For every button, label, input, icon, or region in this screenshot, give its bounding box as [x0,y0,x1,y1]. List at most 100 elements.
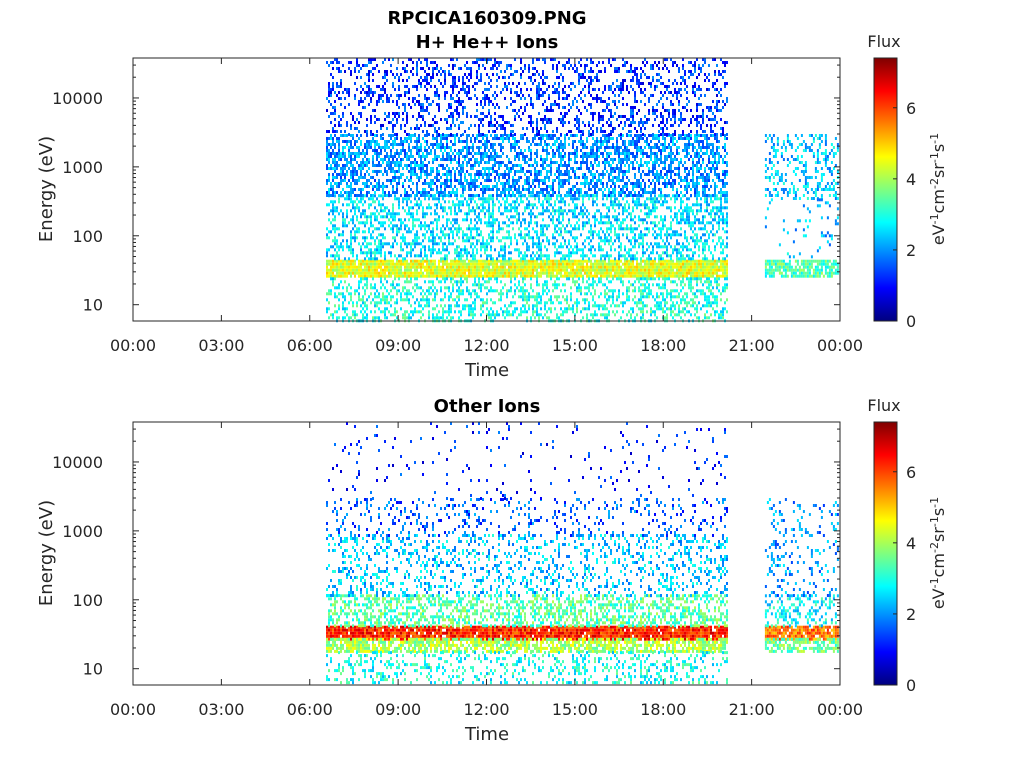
spectrogram [326,58,839,323]
flux-cell [444,268,446,272]
flux-cell [332,227,334,231]
flux-cell [454,239,456,243]
flux-cell [552,268,554,272]
flux-cell [616,221,618,225]
flux-cell [334,158,336,161]
flux-cell [416,271,418,275]
flux-cell [644,212,646,216]
flux-cell [428,239,430,243]
flux-cell [560,307,562,311]
flux-cell [370,176,372,179]
flux-cell [814,271,817,275]
flux-cell [698,218,700,222]
flux-cell [370,203,372,207]
flux-cell [332,194,334,197]
flux-cell [568,209,570,213]
flux-cell [604,271,606,275]
flux-cell [420,265,422,269]
flux-cell [632,262,634,266]
flux-cell [674,262,676,266]
flux-cell [456,203,458,207]
flux-cell [490,277,492,281]
flux-cell [404,259,406,263]
flux-cell [524,257,526,261]
flux-cell [678,248,680,252]
flux-cell [794,265,797,269]
flux-cell [560,259,562,263]
flux-cell [362,298,364,302]
flux-cell [784,271,787,275]
flux-cell [488,262,490,266]
flux-cell [534,215,536,219]
flux-cell [364,221,366,225]
flux-cell [444,227,446,231]
flux-cell [526,262,528,266]
flux-cell [660,274,662,278]
flux-cell [588,212,590,216]
flux-cell [716,298,718,302]
flux-cell [364,236,366,240]
flux-cell [470,218,472,222]
flux-cell [566,277,568,281]
flux-cell [548,200,550,204]
flux-cell [536,301,538,305]
flux-cell [372,176,374,179]
flux-cell [330,259,332,263]
flux-cell [376,173,378,176]
flux-cell [576,227,578,231]
panel-title: H+ He++ Ions [416,32,559,53]
flux-cell [698,277,700,281]
flux-cell [650,221,652,225]
flux-cell [698,268,700,272]
flux-cell [464,277,466,281]
flux-cell [368,230,370,234]
flux-cell [420,304,422,308]
flux-cell [378,227,380,231]
flux-cell [518,268,520,272]
flux-cell [450,242,452,246]
flux-cell [348,271,350,275]
flux-cell [692,265,694,269]
flux-cell [552,242,554,246]
flux-cell [560,212,562,216]
flux-cell [786,274,789,278]
flux-cell [464,262,466,266]
flux-cell [484,200,486,204]
flux-cell [532,251,534,255]
flux-cell [376,259,378,263]
flux-cell [516,221,518,225]
flux-cell [476,239,478,243]
flux-cell [332,137,334,140]
flux-cell [458,286,460,290]
flux-cell [640,316,642,320]
flux-cell [554,259,556,263]
flux-cell [460,248,462,252]
flux-cell [620,271,622,275]
flux-cell [536,277,538,281]
flux-cell [542,230,544,234]
flux-cell [468,292,470,296]
flux-cell [498,268,500,272]
flux-cell [700,197,702,201]
flux-cell [336,173,338,176]
flux-cell [694,218,696,222]
flux-cell [490,307,492,311]
flux-cell [546,310,548,314]
flux-cell [554,242,556,246]
flux-cell [408,301,410,305]
flux-cell [458,224,460,228]
flux-cell [394,212,396,216]
flux-cell [820,271,823,275]
flux-cell [570,259,572,263]
flux-cell [434,248,436,252]
flux-cell [666,268,668,272]
flux-cell [372,236,374,240]
flux-cell [618,277,620,281]
flux-cell [334,254,336,258]
flux-cell [776,265,779,269]
flux-cell [524,262,526,266]
flux-cell [628,206,630,210]
flux-cell [326,259,328,263]
flux-cell [442,268,444,272]
flux-cell [592,236,594,240]
